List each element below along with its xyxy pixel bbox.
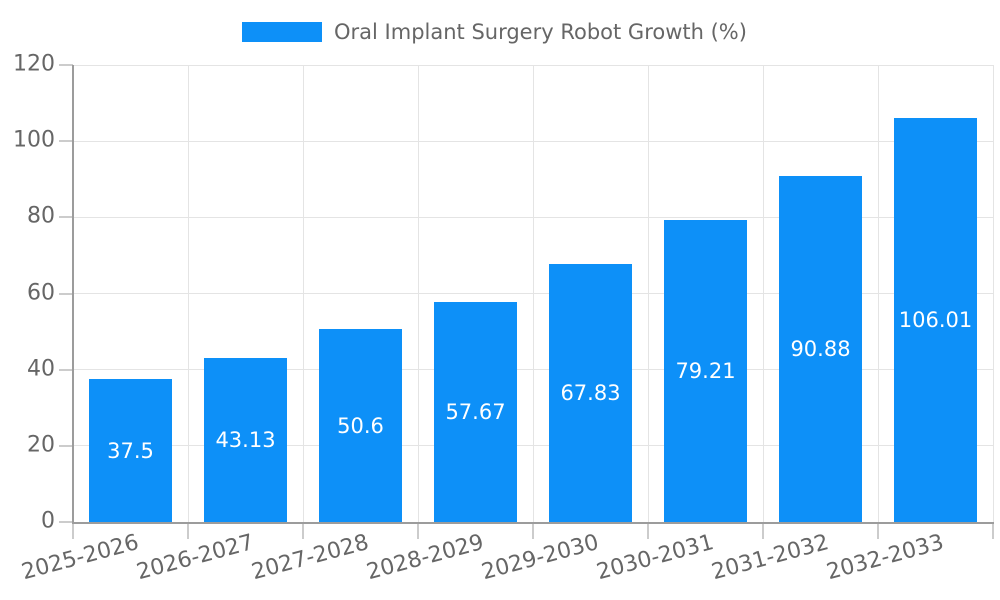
bar: 79.21 <box>664 220 747 522</box>
y-axis-tick-label: 120 <box>13 51 55 77</box>
y-axis-tick-label: 40 <box>27 356 55 382</box>
y-tick-mark <box>59 292 73 295</box>
legend-label: Oral Implant Surgery Robot Growth (%) <box>334 20 747 44</box>
y-axis-tick-label: 60 <box>27 280 55 305</box>
y-axis-tick-label: 100 <box>13 127 55 153</box>
bar: 67.83 <box>549 263 632 522</box>
x-axis-tick-label: 2032-2033 <box>823 530 946 586</box>
y-tick-mark <box>59 521 73 523</box>
x-tick-mark <box>302 524 304 539</box>
gridline-vertical <box>647 65 649 522</box>
x-axis-tick-label: 2029-2030 <box>478 530 601 586</box>
x-tick-mark <box>187 524 189 539</box>
gridline-vertical <box>877 65 879 522</box>
x-axis-tick-label: 2027-2028 <box>248 530 371 586</box>
x-axis-tick-label: 2028-2029 <box>363 530 486 586</box>
x-axis-tick-label: 2026-2027 <box>133 530 256 586</box>
gridline-vertical <box>762 65 764 522</box>
bar: 90.88 <box>779 175 862 522</box>
bar-value-label: 37.5 <box>107 438 154 463</box>
gridline-vertical <box>187 65 189 522</box>
bar: 43.13 <box>204 357 287 522</box>
x-tick-mark <box>532 524 534 539</box>
x-axis-tick-label: 2030-2031 <box>593 530 716 586</box>
bar: 57.67 <box>434 302 517 522</box>
y-axis-spine <box>72 65 74 524</box>
bar: 37.5 <box>89 379 172 522</box>
x-tick-mark <box>877 524 879 539</box>
y-axis-tick-label: 80 <box>27 203 55 229</box>
bar-value-label: 50.6 <box>337 413 384 438</box>
y-tick-mark <box>59 368 73 371</box>
bar-value-label: 90.88 <box>790 336 851 361</box>
x-tick-mark <box>762 524 764 539</box>
bar-value-label: 57.67 <box>445 400 506 425</box>
x-tick-mark <box>992 524 994 539</box>
gridline-vertical <box>302 65 304 522</box>
legend-swatch <box>242 22 322 42</box>
y-axis-tick-label: 0 <box>41 508 55 534</box>
legend: Oral Implant Surgery Robot Growth (%) <box>242 20 747 44</box>
x-axis-spine <box>72 522 994 524</box>
gridline-vertical <box>417 65 419 522</box>
gridline-vertical <box>992 65 994 522</box>
gridline-vertical <box>532 65 534 522</box>
bar-value-label: 67.83 <box>560 380 621 405</box>
x-tick-mark <box>417 524 419 539</box>
x-axis-tick-label: 2031-2032 <box>708 530 831 586</box>
x-tick-mark <box>647 524 649 539</box>
y-tick-mark <box>59 140 73 143</box>
y-tick-mark <box>59 216 73 219</box>
x-axis-tick-label: 2025-2026 <box>18 530 141 586</box>
bar-value-label: 43.13 <box>215 427 276 452</box>
y-tick-mark <box>59 444 73 447</box>
bar: 50.6 <box>319 329 402 522</box>
bar-value-label: 106.01 <box>898 308 973 333</box>
y-tick-mark <box>59 64 73 66</box>
bar-value-label: 79.21 <box>675 359 736 384</box>
x-tick-mark <box>72 524 74 539</box>
y-axis-tick-label: 20 <box>27 432 55 458</box>
bar: 106.01 <box>894 118 977 522</box>
